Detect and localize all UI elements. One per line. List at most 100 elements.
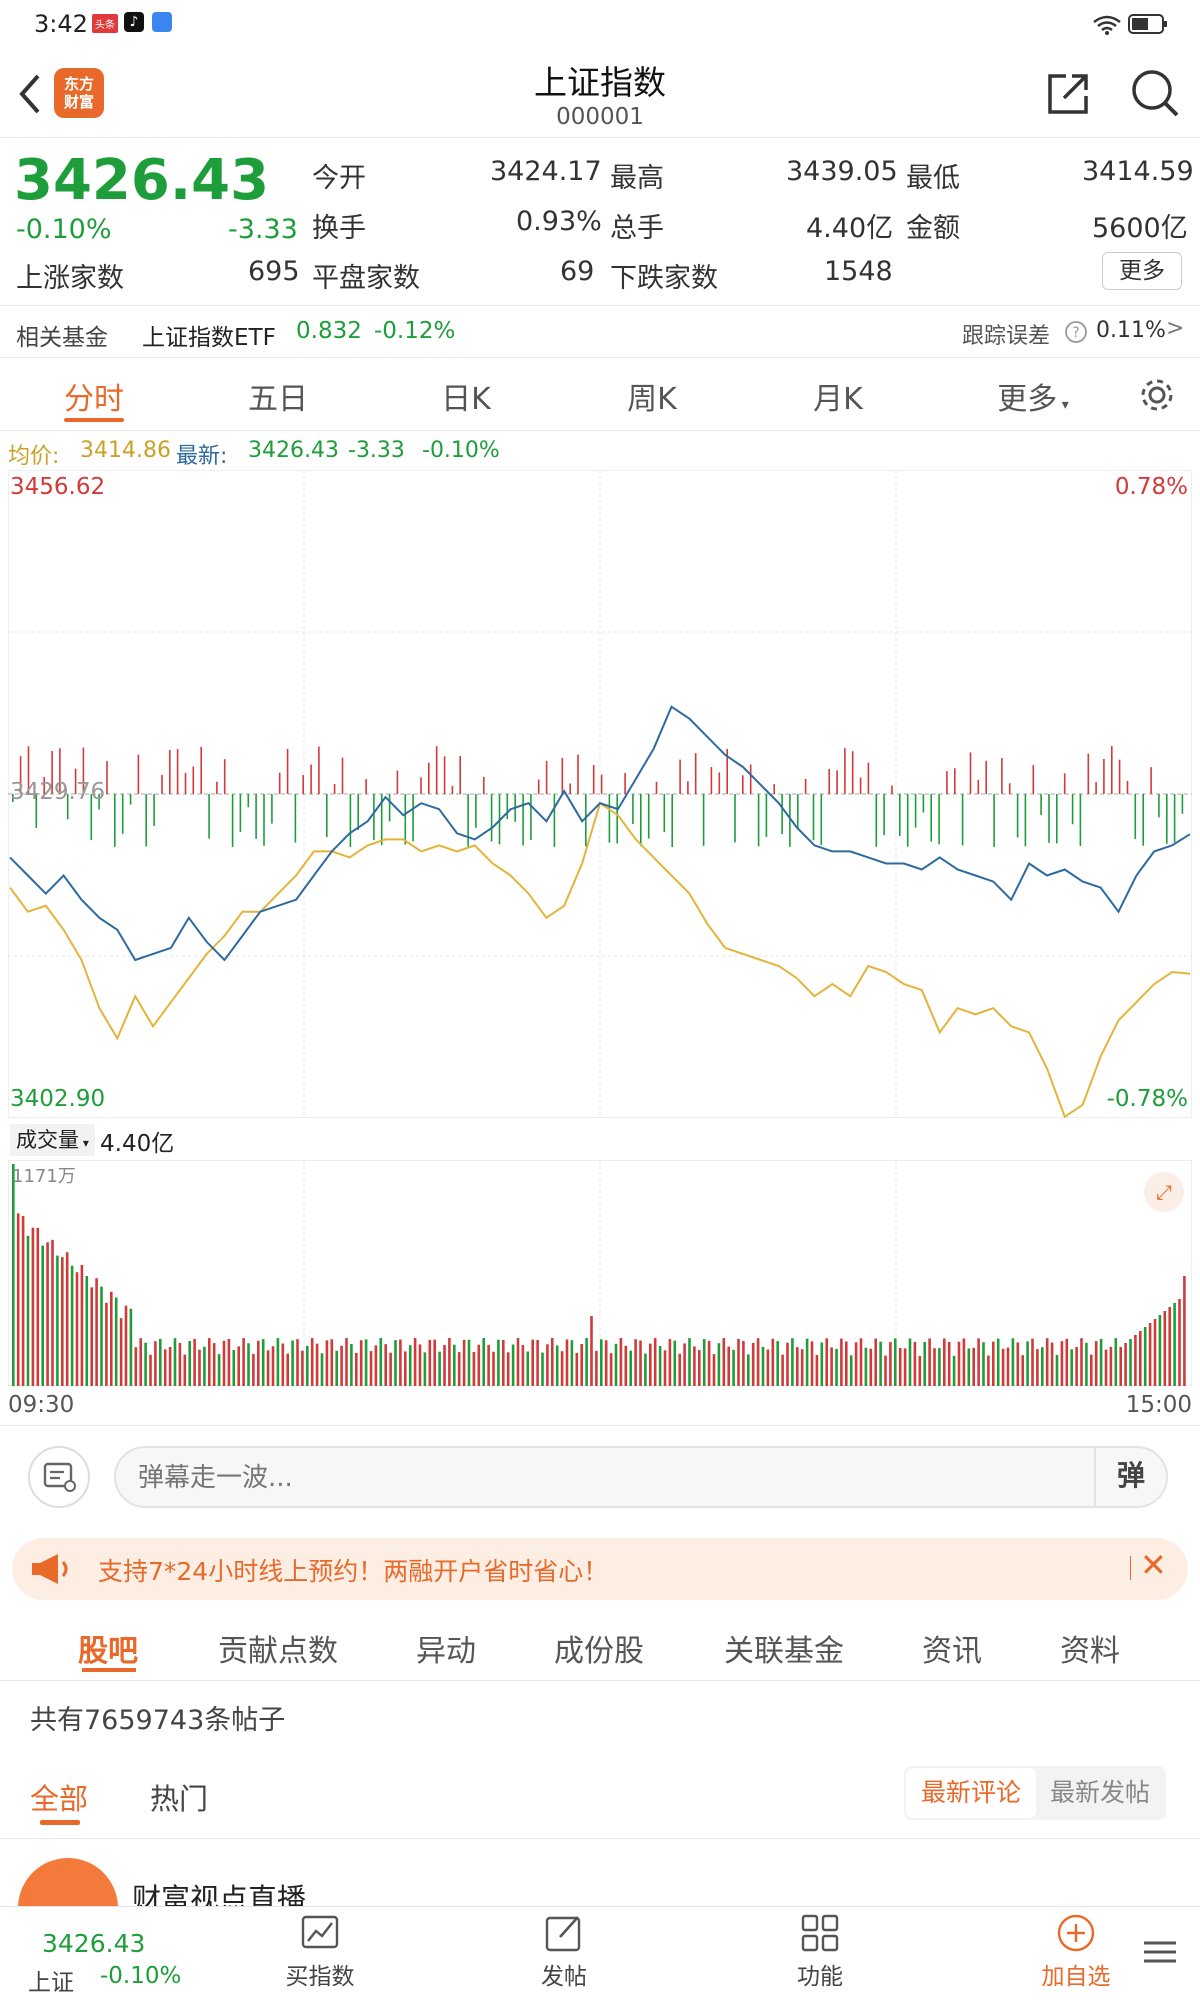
volume-bar xyxy=(649,1343,652,1386)
tab-news[interactable]: 资讯 xyxy=(922,1634,982,1669)
function-button[interactable]: 功能 xyxy=(770,1913,870,1991)
danmu-input-box[interactable]: 弹 xyxy=(114,1446,1168,1508)
tick-bar xyxy=(137,754,140,794)
tick-bar xyxy=(19,756,22,794)
legend-pct: -0.10% xyxy=(422,438,500,463)
volume-bar xyxy=(1129,1339,1132,1386)
volume-bar xyxy=(644,1353,647,1386)
app-logo: 东方 财富 xyxy=(54,68,104,118)
function-label: 功能 xyxy=(797,1964,843,1990)
volume-bar xyxy=(257,1340,260,1386)
volume-bar xyxy=(595,1350,598,1386)
tab-more[interactable]: 更多 ▾ xyxy=(958,374,1108,418)
tab-contribution[interactable]: 贡献点数 xyxy=(218,1634,338,1669)
tick-bar xyxy=(318,746,320,795)
filter-all[interactable]: 全部 xyxy=(30,1782,89,1816)
volume-bar xyxy=(732,1349,735,1386)
last-label: 最新: xyxy=(176,444,228,469)
volume-bar xyxy=(972,1347,975,1386)
more-button[interactable]: 更多 xyxy=(1102,252,1182,290)
tab-daily-k[interactable]: 日K xyxy=(441,382,491,417)
search-icon[interactable] xyxy=(1130,68,1180,118)
tick-bar xyxy=(451,785,454,794)
filter-hot[interactable]: 热门 xyxy=(150,1782,209,1816)
tab-monthly-k[interactable]: 月K xyxy=(813,382,863,417)
danmu-input[interactable] xyxy=(138,1460,1038,1496)
promo-banner[interactable]: 支持7*24小时线上预约！两融开户省时省心！ ✕ xyxy=(12,1538,1188,1600)
tick-bar xyxy=(43,777,45,794)
intraday-chart[interactable]: 3456.62 0.78% 3429.76 3402.90 -0.78% xyxy=(8,470,1192,1118)
tick-bar xyxy=(341,757,344,795)
tick-bar xyxy=(1040,794,1042,815)
add-watchlist-button[interactable]: 加自选 xyxy=(1026,1913,1126,1991)
close-icon[interactable]: ✕ xyxy=(1140,1546,1167,1584)
volume-bar xyxy=(423,1352,427,1386)
tick-bar xyxy=(35,794,38,828)
back-icon[interactable] xyxy=(16,72,44,116)
tab-constituents[interactable]: 成份股 xyxy=(554,1634,644,1669)
tick-bar xyxy=(153,794,155,826)
tab-weekly-k[interactable]: 周K xyxy=(627,382,677,417)
volume-indicator-select[interactable]: 成交量 ▾ xyxy=(10,1124,95,1156)
sort-latest-post[interactable]: 最新发帖 xyxy=(1049,1778,1150,1807)
volume-bar xyxy=(820,1342,824,1386)
tick-bar xyxy=(804,778,807,795)
volume-bar xyxy=(1085,1342,1088,1386)
volume-bar xyxy=(457,1352,461,1386)
fund-name[interactable]: 上证指数ETF xyxy=(142,325,276,351)
tick-bar xyxy=(12,794,14,802)
content-tab-indicator xyxy=(82,1668,136,1672)
buy-index-button[interactable]: 买指数 xyxy=(270,1913,370,1991)
menu-icon[interactable] xyxy=(1140,1937,1180,1967)
wifi-icon xyxy=(1093,15,1121,35)
tick-bar xyxy=(271,794,273,824)
sort-latest-reply[interactable]: 最新评论 xyxy=(906,1768,1036,1818)
stock-code: 000001 xyxy=(556,104,644,130)
chevron-right-icon[interactable]: > xyxy=(1166,316,1185,341)
danmu-send-button[interactable]: 弹 xyxy=(1094,1446,1166,1508)
volume-bar xyxy=(653,1338,657,1386)
tick-bar xyxy=(475,794,477,828)
tick-bar xyxy=(773,784,775,795)
volume-bar xyxy=(261,1339,265,1386)
volume-bar xyxy=(345,1338,348,1386)
price-pct: -0.10% xyxy=(16,214,112,245)
settings-icon[interactable] xyxy=(1138,376,1176,414)
volume-bar xyxy=(634,1339,637,1386)
tick-bar xyxy=(969,752,972,794)
volume-bar xyxy=(134,1347,138,1386)
tick-bar xyxy=(467,794,469,847)
volume-bar xyxy=(41,1245,44,1386)
tick-bar xyxy=(66,794,69,820)
expand-icon[interactable]: ⤢ xyxy=(1144,1172,1184,1212)
volume-bar xyxy=(418,1344,422,1386)
volume-bar xyxy=(1070,1349,1073,1386)
volume-bar xyxy=(80,1265,84,1386)
tick-bar xyxy=(891,785,893,794)
tick-bar xyxy=(278,772,281,794)
volume-bar xyxy=(840,1338,843,1386)
tick-bar xyxy=(184,772,187,794)
volume-value: 4.40亿 xyxy=(806,213,894,244)
tab-intraday[interactable]: 分时 xyxy=(64,382,124,417)
volume-bar xyxy=(56,1255,59,1386)
tick-bar xyxy=(483,776,485,794)
tab-anomaly[interactable]: 异动 xyxy=(416,1634,476,1669)
volume-bar xyxy=(232,1350,236,1386)
help-icon[interactable]: ? xyxy=(1064,320,1088,344)
tick-bar xyxy=(600,774,603,794)
volume-bar xyxy=(913,1341,917,1386)
open-label: 今开 xyxy=(312,163,366,194)
post-button[interactable]: 发帖 xyxy=(514,1913,614,1991)
tab-related-funds[interactable]: 关联基金 xyxy=(724,1634,844,1669)
danmu-toggle-button[interactable] xyxy=(28,1446,90,1508)
tab-five-day[interactable]: 五日 xyxy=(248,382,308,417)
volume-bar xyxy=(600,1339,603,1386)
tab-guba[interactable]: 股吧 xyxy=(78,1634,138,1669)
share-icon[interactable] xyxy=(1046,72,1090,116)
volume-bar xyxy=(21,1216,25,1386)
volume-bar xyxy=(139,1338,142,1386)
bottom-nav: 3426.43 上证 -0.10% 买指数 发帖 功能 加自选 xyxy=(0,1906,1200,2000)
volume-bar xyxy=(761,1346,765,1386)
tab-profile[interactable]: 资料 xyxy=(1060,1634,1120,1669)
